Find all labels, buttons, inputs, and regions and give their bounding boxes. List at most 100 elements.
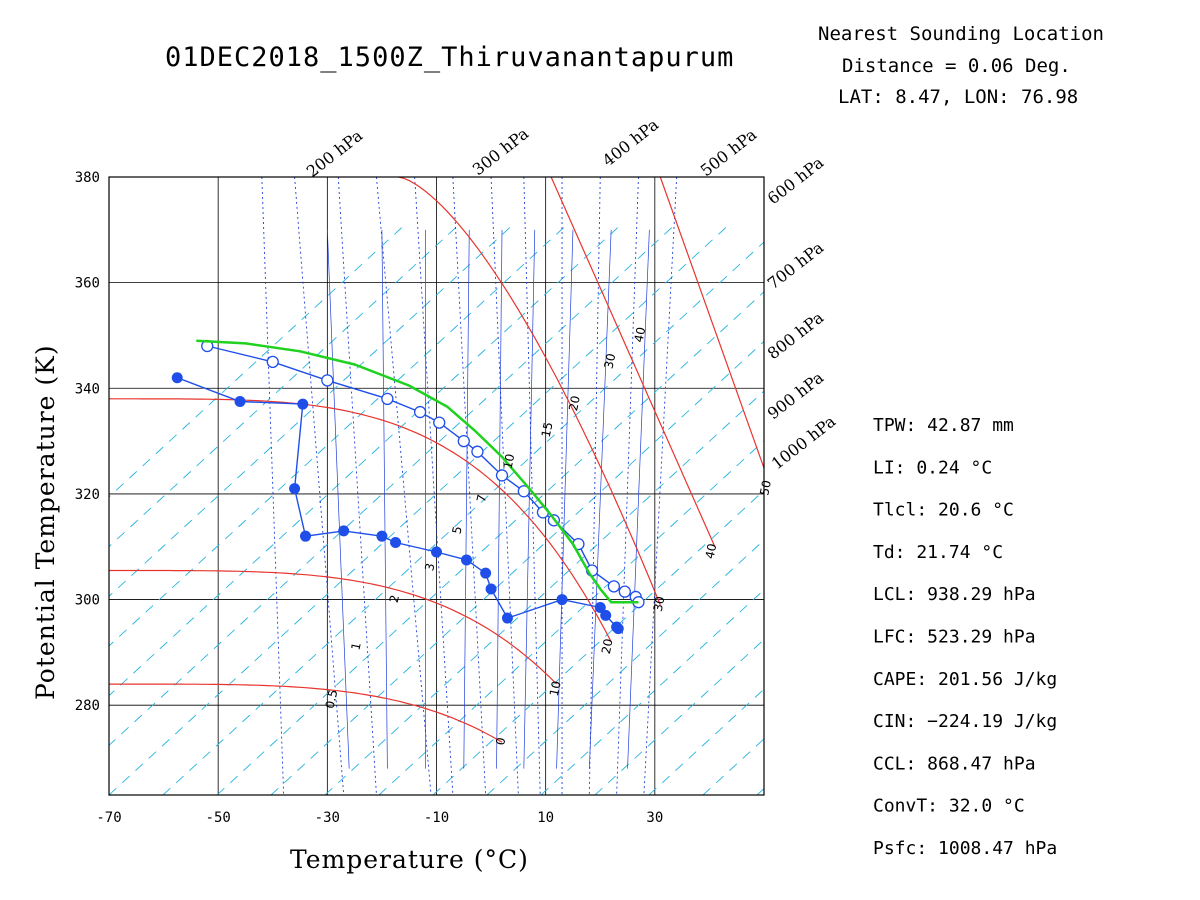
moist-adiabat-line — [381, 229, 388, 769]
dewpoint-point — [600, 609, 612, 621]
x-tick-label: -50 — [206, 810, 231, 826]
mixing-ratio-label: 0.5 — [323, 688, 341, 710]
stat-line: CCL: 868.47 hPa — [873, 753, 1036, 774]
pressure-label: 800 hPa — [764, 308, 828, 364]
y-tick-label: 360 — [75, 276, 100, 292]
dewpoint-point — [376, 530, 388, 542]
dry-adiabat-line — [486, 539, 764, 795]
dry-adiabat-line — [1135, 225, 1200, 795]
pressure-label: 400 hPa — [599, 115, 663, 171]
grid-lines — [109, 177, 764, 795]
mixing-ratio-line — [414, 177, 454, 795]
moist-adiabat-line — [627, 229, 650, 769]
dewpoint-point — [390, 537, 402, 549]
isotherm-label: 20 — [599, 637, 616, 655]
dry-adiabat-line — [109, 224, 514, 597]
x-tick-label: 30 — [646, 810, 663, 826]
mixing-ratio-line — [588, 177, 601, 795]
background-lines — [109, 177, 1200, 795]
mixing-ratio-line — [643, 177, 678, 795]
stat-line: LFC: 523.29 hPa — [873, 627, 1036, 648]
dry-adiabat-line — [1081, 225, 1200, 795]
dewpoint-point — [501, 612, 513, 624]
dry-adiabat-line — [1027, 225, 1200, 795]
location-latlon: LAT: 8.47, LON: 76.98 — [838, 86, 1078, 108]
mixing-ratio-label: 2 — [387, 594, 402, 604]
pressure-label: 300 hPa — [469, 124, 533, 180]
isotherm-curve — [659, 177, 764, 470]
isotherm-curves — [109, 177, 764, 743]
line-labels: 0.5 1 2 3 5 7 10 15 20 30 40 0 10 20 30 40 50 — [323, 326, 774, 747]
dry-adiabat-line — [378, 440, 764, 795]
dewpoint-point — [480, 567, 492, 579]
x-tick-label: -10 — [424, 810, 449, 826]
mixing-ratio-line — [452, 177, 487, 795]
isotherm-curve — [109, 398, 612, 643]
location-heading: Nearest Sounding Location — [818, 23, 1104, 45]
dry-adiabats — [109, 224, 1200, 795]
dry-adiabat-line — [324, 390, 764, 795]
y-tick-label: 380 — [75, 170, 100, 186]
stat-line: ConvT: 32.0 °C — [873, 796, 1025, 817]
mixing-ratio-line — [261, 177, 285, 795]
mixing-ratio-lines — [261, 177, 678, 795]
temperature-point — [266, 355, 279, 369]
dewpoint-point — [461, 554, 473, 566]
moist-adiabat-line — [588, 229, 612, 769]
moist-adiabat-line — [523, 229, 536, 769]
temperature-point — [607, 580, 621, 593]
y-tick-label: 280 — [75, 698, 100, 714]
dry-adiabat-line — [109, 224, 568, 647]
temperature-point — [618, 585, 631, 598]
isotherm-label: 40 — [703, 542, 720, 560]
dry-adiabat-line — [540, 589, 764, 795]
temperature-point — [413, 405, 427, 419]
moist-adiabat-line — [556, 229, 574, 769]
isotherm-curve — [550, 177, 716, 547]
dewpoint-point — [485, 583, 497, 595]
stat-line: CAPE: 201.56 J/kg — [873, 669, 1057, 690]
dewpoint-point — [297, 398, 309, 410]
stat-line: TPW: 42.87 mm — [873, 415, 1014, 436]
pressure-label: 200 hPa — [303, 126, 367, 182]
chart-title: 01DEC2018_1500Z_Thiruvanantapurum — [165, 42, 734, 73]
dewpoint-point — [556, 594, 568, 606]
stat-line: Td: 21.74 °C — [873, 542, 1003, 563]
dry-adiabat-line — [162, 241, 764, 795]
mixing-ratio-label: 20 — [566, 394, 583, 412]
mixing-ratio-line — [523, 177, 541, 795]
x-axis-label: Temperature (°C) — [290, 845, 529, 874]
dry-adiabat-line — [109, 224, 730, 795]
dry-adiabat-line — [216, 291, 764, 795]
dewpoint-point — [338, 525, 350, 537]
stat-line: LI: 0.24 °C — [873, 457, 992, 478]
y-tick-label: 300 — [75, 593, 100, 609]
stat-line: CIN: −224.19 J/kg — [873, 711, 1057, 732]
pressure-label: 900 hPa — [764, 368, 828, 424]
isotherm-label: 10 — [547, 680, 564, 698]
dry-adiabat-line — [432, 489, 764, 795]
temperature-point — [321, 374, 334, 387]
mixing-ratio-label: 15 — [539, 421, 556, 439]
pressure-label: 600 hPa — [764, 153, 828, 209]
temperature-point — [433, 416, 446, 429]
isotherm-curve — [398, 177, 661, 606]
dewpoint-point — [594, 601, 606, 613]
x-tick-label: 10 — [537, 810, 554, 826]
temperature-point — [517, 485, 530, 498]
stat-line: LCL: 938.29 hPa — [873, 584, 1036, 605]
mixing-ratio-label: 10 — [501, 452, 518, 470]
x-tick-label: -70 — [96, 810, 121, 826]
isotherm-curve — [109, 569, 558, 685]
mixing-ratio-line — [294, 177, 345, 795]
temperature-point — [381, 392, 394, 405]
parcel-line — [196, 339, 639, 604]
moist-adiabat-line — [496, 229, 503, 769]
y-tick-label: 340 — [75, 381, 100, 397]
dewpoint-point — [431, 546, 442, 558]
pressure-label: 700 hPa — [764, 238, 828, 294]
mixing-ratio-line — [337, 177, 377, 795]
isotherm-label: 30 — [651, 595, 668, 613]
stat-line: Tlcl: 20.6 °C — [873, 500, 1014, 521]
